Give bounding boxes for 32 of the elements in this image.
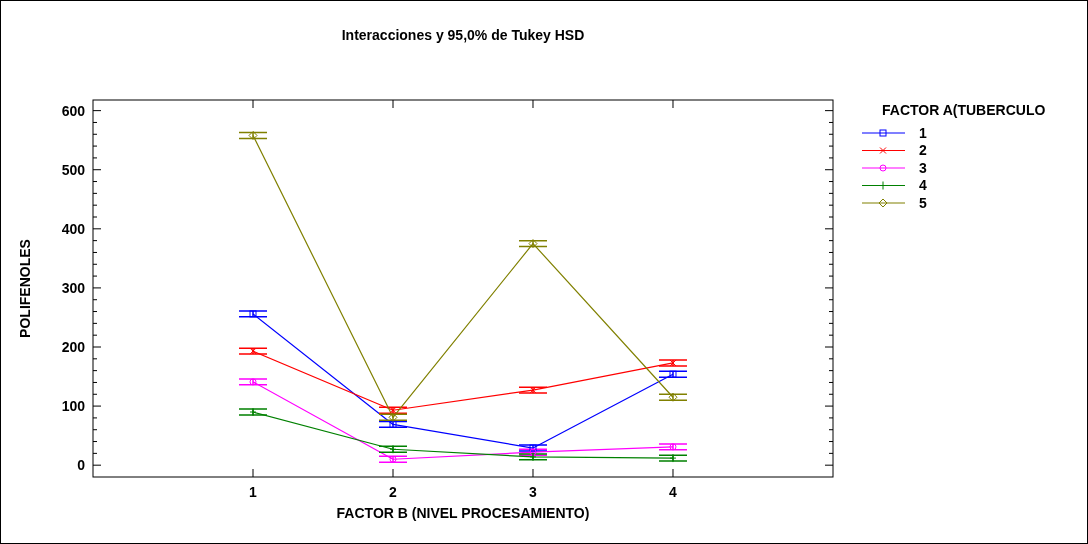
- legend-label: 4: [919, 177, 927, 194]
- chart-title: Interacciones y 95,0% de Tukey HSD: [341, 27, 585, 43]
- x-axis-title: FACTOR B (NIVEL PROCESAMIENTO): [336, 505, 590, 521]
- point: [529, 444, 537, 452]
- point: [668, 392, 678, 402]
- point: [529, 448, 537, 456]
- point: [389, 455, 397, 463]
- legend-label: 3: [919, 159, 927, 176]
- y-tick-label: 500: [61, 161, 86, 178]
- y-tick-label: 400: [61, 220, 86, 237]
- legend-label: 2: [919, 142, 927, 159]
- point: [249, 310, 257, 318]
- x-tick-label: 3: [529, 484, 538, 500]
- point: [669, 370, 677, 378]
- y-tick-label: 100: [61, 397, 86, 414]
- x-tick-label: 1: [249, 484, 258, 500]
- point: [528, 239, 538, 249]
- point: [388, 412, 398, 422]
- point: [248, 130, 258, 140]
- legend-title: FACTOR A(TUBERCULO: [882, 102, 1046, 118]
- point: [669, 443, 677, 451]
- y-tick-label: 300: [61, 279, 86, 296]
- point: [249, 378, 257, 386]
- y-tick-label: 0: [77, 457, 86, 474]
- y-tick-label: 600: [61, 102, 86, 119]
- y-tick-label: 200: [61, 338, 86, 355]
- legend-label: 1: [919, 124, 927, 141]
- legend-label: 5: [919, 194, 927, 211]
- x-tick-label: 4: [669, 484, 678, 500]
- point: [389, 420, 397, 428]
- y-axis-title: POLIFENOLES: [17, 239, 33, 338]
- x-tick-label: 2: [389, 484, 398, 500]
